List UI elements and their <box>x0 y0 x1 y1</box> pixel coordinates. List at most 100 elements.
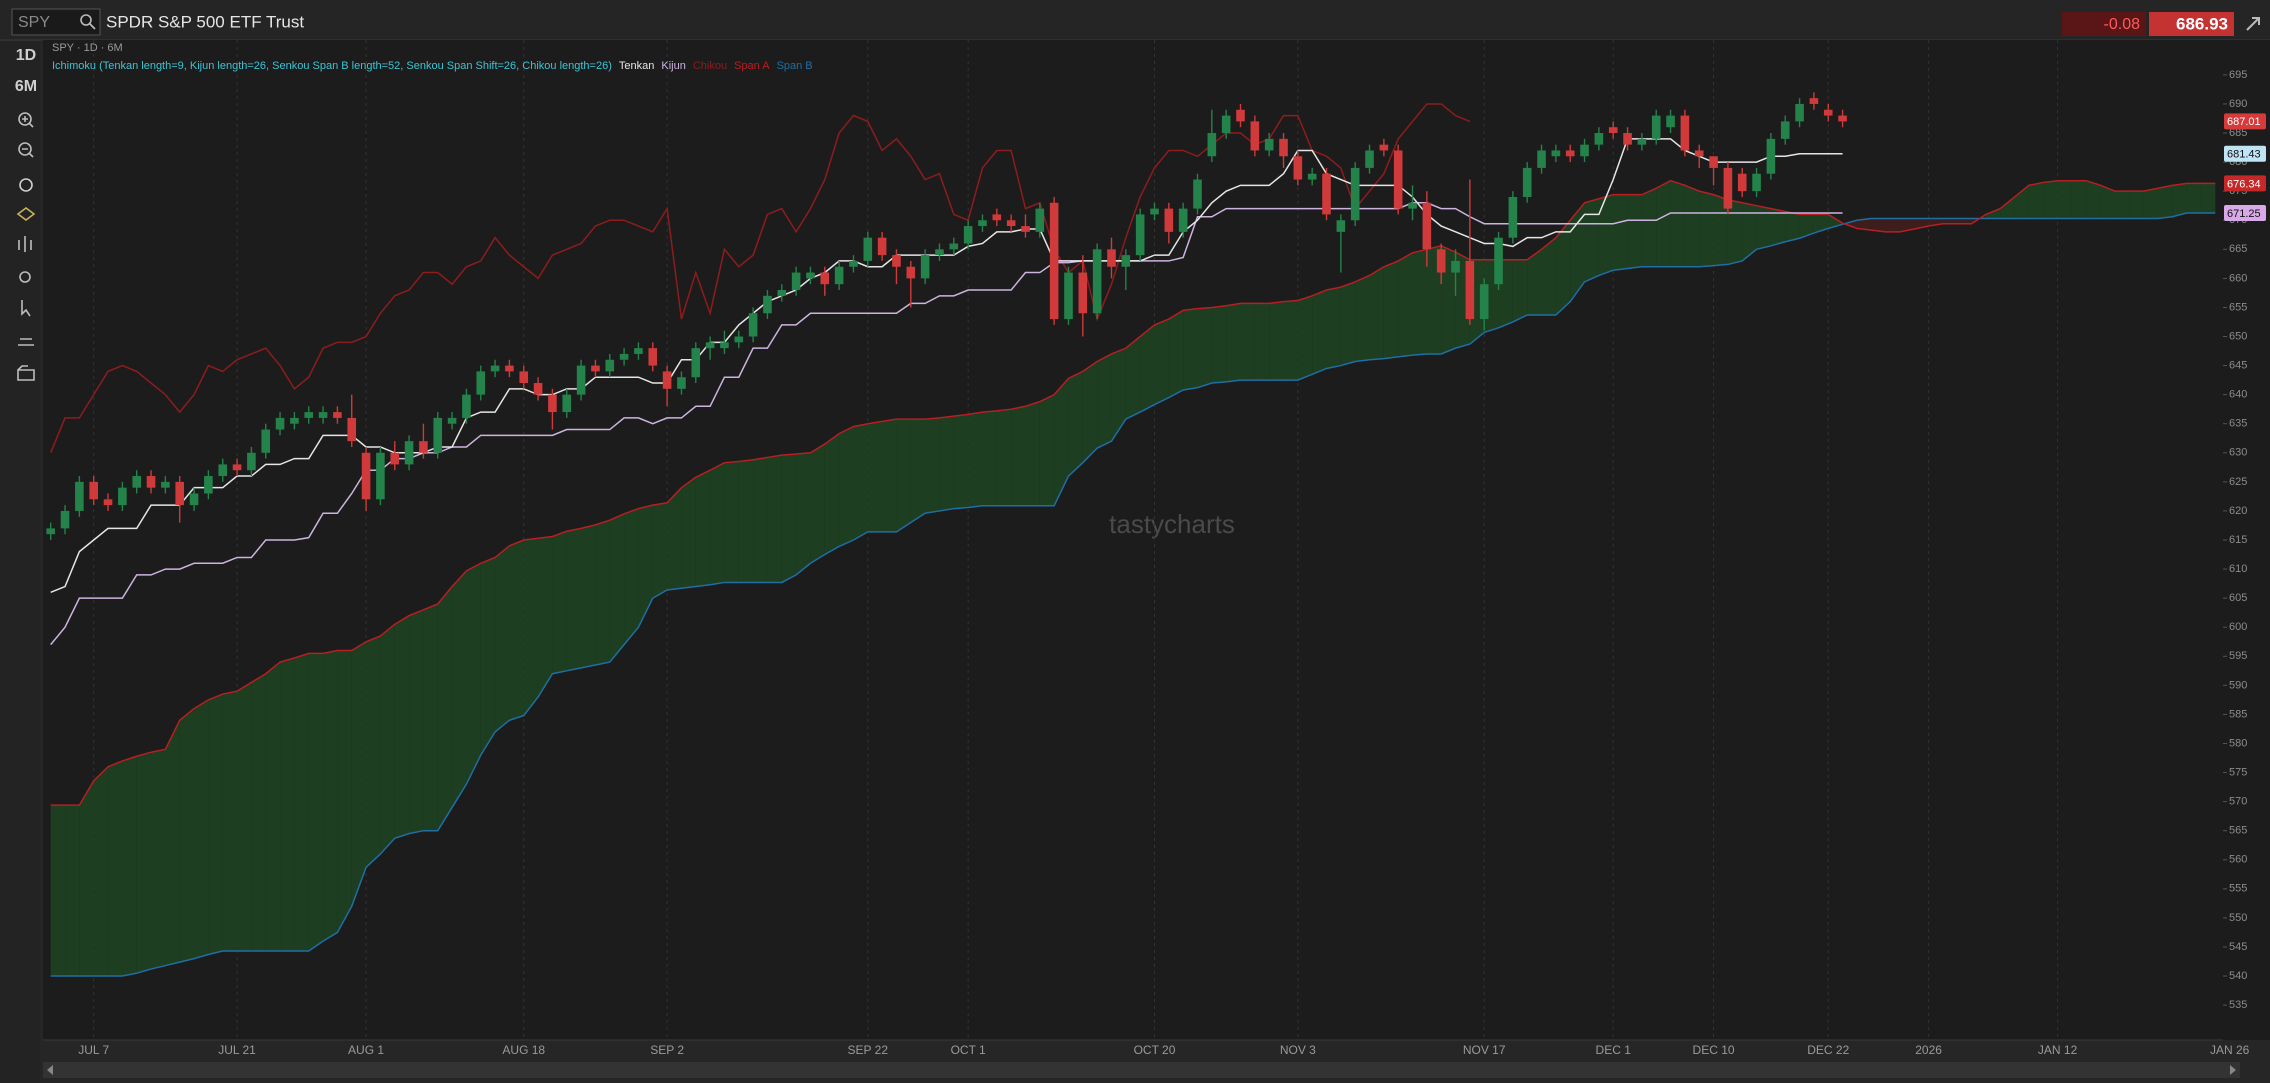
folder-icon[interactable] <box>17 365 35 381</box>
candle-body <box>189 493 199 506</box>
candle-body <box>1264 138 1274 151</box>
candle-body <box>1336 220 1346 232</box>
cloud-fill <box>667 487 682 590</box>
cloud-fill <box>581 524 596 668</box>
cloud-fill <box>1068 371 1083 477</box>
cloud-fill <box>1785 211 1800 242</box>
left-toolbar <box>0 41 40 1083</box>
instrument-title: SPDR S&P 500 ETF Trust <box>106 12 304 31</box>
cloud-fill <box>2028 182 2044 219</box>
zoom-in-icon[interactable] <box>18 112 32 126</box>
cloud-fill <box>495 545 510 732</box>
drawing-icon[interactable] <box>16 207 36 221</box>
popout-icon[interactable] <box>2246 17 2260 31</box>
x-tick-label: JUL 7 <box>78 1043 109 1057</box>
candle-body <box>1680 115 1690 151</box>
cloud-fill <box>1541 237 1556 315</box>
y-tick-label: 650 <box>2229 330 2247 342</box>
cloud-fill <box>1641 188 1657 267</box>
candle-body <box>791 272 801 290</box>
legend-item: Span A <box>734 60 770 72</box>
y-tick-label: 600 <box>2229 621 2247 633</box>
chart-subtitle: SPY · 1D · 6M <box>52 42 123 54</box>
scrollbar[interactable] <box>43 1062 2240 1078</box>
scroll-right[interactable] <box>2230 1065 2236 1075</box>
cloud-fill <box>194 699 209 959</box>
top-bar <box>0 0 2270 40</box>
symbol-input[interactable] <box>11 8 101 36</box>
scroll-left[interactable] <box>47 1065 53 1075</box>
candle-body <box>906 266 916 279</box>
cloud-fill <box>2071 180 2087 219</box>
candle-body <box>949 243 959 250</box>
settings-icon[interactable] <box>19 271 31 283</box>
candle-body <box>1049 202 1059 320</box>
candle-body <box>576 365 586 395</box>
candle-body <box>132 476 142 488</box>
candle-body <box>89 481 99 500</box>
candle-body <box>1809 98 1819 104</box>
x-tick-label: AUG 18 <box>502 1043 545 1057</box>
price-badge-label: 687.01 <box>2227 116 2261 128</box>
cloud-fill <box>1383 260 1399 359</box>
candle-body <box>1838 115 1847 122</box>
candle-body <box>376 452 385 500</box>
cloud-fill <box>2086 180 2101 219</box>
candle-body <box>290 417 299 424</box>
cloud-fill <box>566 528 582 671</box>
zoom-out-icon[interactable] <box>18 142 32 156</box>
cloud-fill <box>767 455 782 583</box>
layout-icon[interactable] <box>18 338 34 346</box>
candle-body <box>1021 226 1030 232</box>
candle-body <box>46 528 55 535</box>
cloud-fill <box>523 538 539 716</box>
tool-icons <box>16 112 36 381</box>
cloud-fill <box>1985 208 2001 219</box>
y-tick-label: 685 <box>2229 127 2247 139</box>
candle-body <box>1752 173 1761 192</box>
candle-body <box>161 481 170 488</box>
y-tick-label: 565 <box>2229 825 2247 837</box>
cloud-fill <box>953 414 969 509</box>
cloud-fill <box>839 426 854 547</box>
cloud-fill <box>1957 218 1972 224</box>
cloud-fill <box>1369 266 1384 360</box>
candle-body <box>261 429 271 453</box>
candle-body <box>1236 109 1245 122</box>
cloud-fill <box>222 691 238 952</box>
indicator-line <box>50 179 2216 806</box>
candle-body <box>1365 150 1374 168</box>
candle-body <box>605 359 615 372</box>
cloud-fill <box>65 805 80 977</box>
search-icon[interactable] <box>80 14 92 26</box>
candle-body <box>1178 208 1188 232</box>
cloud-fill <box>1082 361 1098 463</box>
candle-body <box>1451 260 1460 273</box>
y-tick-label: 605 <box>2229 592 2247 604</box>
candle-body <box>548 394 557 413</box>
cloud-fill <box>652 502 668 599</box>
cloud-fill <box>638 505 653 628</box>
cloud-fill <box>480 557 496 756</box>
candle-body <box>1766 138 1776 174</box>
range-button[interactable]: 6M <box>15 78 37 95</box>
y-tick-label: 645 <box>2229 359 2247 371</box>
y-tick-label: 570 <box>2229 796 2247 808</box>
cloud-fill <box>1240 303 1255 381</box>
candle-body <box>963 226 973 244</box>
chart-type-icon[interactable] <box>18 236 32 252</box>
indicator-icon[interactable] <box>19 178 33 192</box>
candle-body <box>1580 144 1589 157</box>
interval-button[interactable]: 1D <box>16 47 36 64</box>
y-tick-label: 590 <box>2229 679 2247 691</box>
cloud-fill <box>466 563 481 785</box>
cursor-icon[interactable] <box>21 300 31 317</box>
x-tick-label: AUG 1 <box>348 1043 384 1057</box>
change-box <box>2062 12 2146 36</box>
axes: JUL 7 JUL 21 AUG 1 AUG 18 SEP 2 SEP 22 OCT 1 OC… <box>78 69 2266 1057</box>
candle-body <box>1250 121 1260 151</box>
legend-item: Ichimoku (Tenkan length=9, Kijun length=… <box>52 60 612 72</box>
candle-body <box>1035 208 1045 232</box>
symbol-input-text: SPY <box>18 14 50 31</box>
